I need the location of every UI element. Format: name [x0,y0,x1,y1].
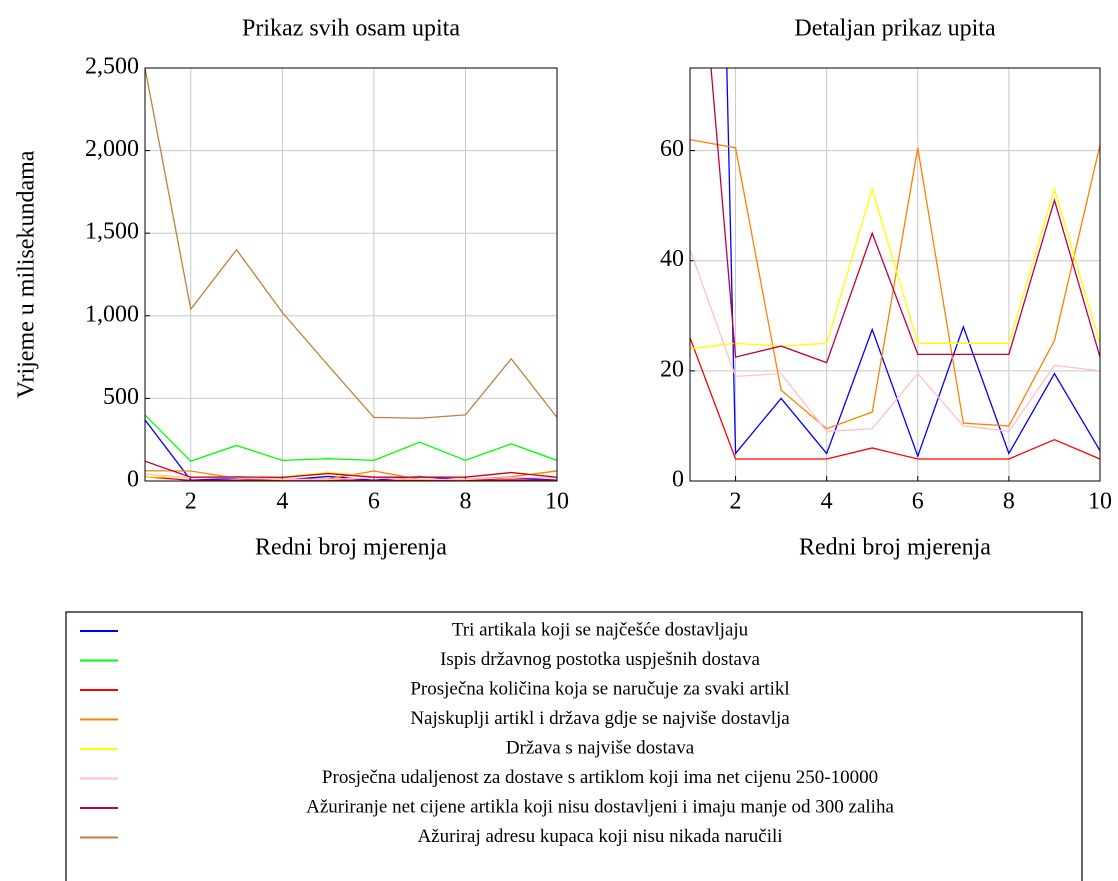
series-line [690,249,1100,433]
y-tick-label: 1,500 [85,219,139,245]
legend-label: Tri artikala koji se najčešće dostavljaj… [452,619,749,640]
x-tick-label: 6 [368,489,380,515]
x-tick-label: 4 [821,489,833,515]
chart-title: Prikaz svih osam upita [242,16,460,42]
x-tick-label: 2 [730,489,742,515]
series-line [145,476,557,481]
plot-frame [144,67,558,482]
x-axis-label: Redni broj mjerenja [255,535,447,561]
series-line [145,460,557,479]
y-axis-label: Vrijeme u milisekundama [14,150,40,398]
x-tick-label: 6 [912,489,924,515]
x-tick-label: 10 [545,489,569,515]
y-tick-label: 60 [660,136,684,162]
plot: Detaljan prikaz upita Redni broj mjerenja… [660,16,1112,561]
series-line [690,186,1100,350]
legend-label: Ispis državnog postotka uspješnih dostav… [440,649,760,670]
series-line [145,473,557,481]
x-tick-label: 4 [276,489,288,515]
y-tick-label: 2,500 [85,54,139,80]
plot: Prikaz svih osam upita Redni broj mjerenj… [14,16,570,561]
legend-label: Ažuriranje net cijene artikla koji nisu … [306,796,894,817]
y-tick-label: 500 [103,384,139,410]
legend-label: Najskuplji artikl i država gdje se najvi… [410,708,790,729]
series-line [145,414,557,462]
legend-frame [65,611,1083,881]
series-line [710,68,1100,364]
series-line [690,138,1100,430]
legend-label: Ažuriraj adresu kupaca koji nisu nikada … [417,826,782,847]
series-line [690,337,1100,460]
y-tick-label: 20 [660,356,684,382]
y-tick-label: 1,000 [85,301,139,327]
y-tick-label: 0 [127,467,139,493]
legend-label: Prosječna količina koja se naručuje za s… [410,678,789,699]
y-tick-label: 0 [672,467,684,493]
legend-label: Prosječna udaljenost za dostave s artikl… [322,767,878,788]
series-group [690,68,1100,460]
x-tick-label: 10 [1088,489,1112,515]
x-axis-label: Redni broj mjerenja [799,535,991,561]
series-line [145,68,557,419]
x-tick-label: 2 [185,489,197,515]
chart-title: Detaljan prikaz upita [794,16,996,42]
y-tick-label: 2,000 [85,136,139,162]
x-tick-label: 8 [1003,489,1015,515]
y-tick-label: 40 [660,246,684,272]
legend-label: Država s najviše dostava [506,737,695,758]
plot-frame [689,67,1101,482]
series-group [145,68,557,481]
x-tick-label: 8 [459,489,471,515]
legend: Tri artikala koji se najčešće dostavljaj… [65,611,1083,881]
series-line [726,68,1100,459]
